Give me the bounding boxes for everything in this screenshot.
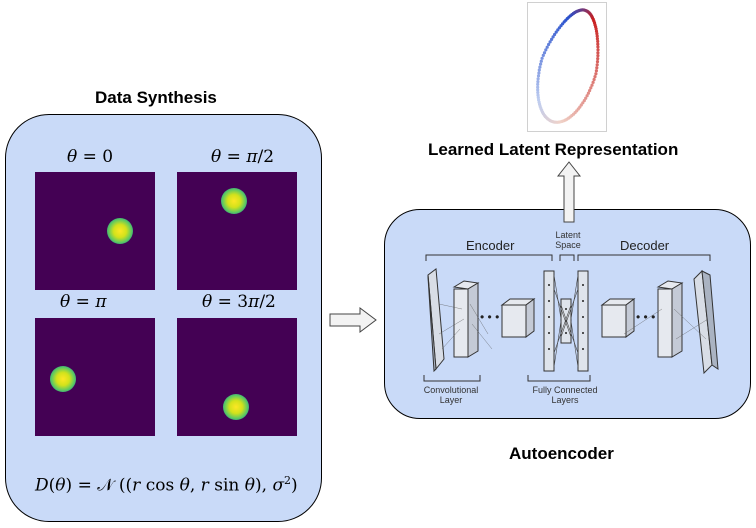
encoder-input-layer [427, 268, 445, 373]
distribution-formula: D(θ) = 𝒩 ((r cos θ, r sin θ), σ2) [35, 474, 298, 496]
gaussian-image-theta-pi-half [177, 172, 297, 290]
latent-space-label: Latent Space [555, 230, 581, 250]
latent-point [539, 59, 543, 63]
gaussian-blob [107, 218, 133, 244]
latent-point [595, 60, 600, 64]
latent-point [596, 48, 600, 52]
latent-point [536, 74, 541, 78]
latent-point [596, 54, 600, 58]
latent-point [536, 90, 540, 95]
latent-point [585, 94, 589, 98]
latent-point [537, 71, 541, 75]
gaussian-blob [223, 394, 249, 420]
latent-point [596, 45, 600, 49]
encoder-bracket [425, 254, 553, 261]
latent-point [590, 83, 594, 87]
latent-point [593, 75, 597, 79]
theta-pi-half-label: θ = π/2 [211, 147, 275, 167]
latent-point [589, 86, 593, 90]
decoder-small-layer [600, 298, 636, 338]
latent-representation-title: Learned Latent Representation [428, 140, 679, 159]
latent-point [582, 99, 586, 103]
latent-point [594, 69, 598, 73]
conv-bracket [423, 375, 481, 382]
latent-point [596, 39, 600, 44]
latent-point [536, 93, 540, 97]
autoencoder-diagram: • • • [423, 254, 719, 382]
gaussian-image-theta-pi [35, 318, 155, 436]
latent-point [542, 51, 547, 55]
latent-point [544, 48, 548, 52]
latent-point [596, 42, 600, 46]
ellipsis-dots: • • • [480, 310, 499, 324]
latent-point [591, 80, 595, 84]
latent-bracket [559, 254, 575, 261]
theta-3pi-half-label: θ = 3π/2 [202, 292, 276, 312]
latent-point [554, 30, 558, 34]
latent-point [556, 28, 560, 32]
latent-point [586, 91, 590, 95]
latent-point [592, 77, 596, 82]
decoder-conv-layer [656, 280, 684, 358]
encoder-conv-layer [452, 280, 480, 358]
latent-point [595, 37, 599, 41]
latent-point [540, 56, 544, 60]
arrow-up-icon [556, 161, 582, 223]
latent-scatter-plot [527, 2, 607, 132]
latent-point [596, 51, 600, 55]
gaussian-blob [50, 366, 76, 392]
latent-point [541, 53, 545, 58]
arrow-right-icon [329, 307, 377, 333]
latent-point [551, 35, 555, 39]
latent-point [596, 57, 600, 61]
latent-point [538, 65, 542, 69]
latent-point [539, 62, 543, 66]
decoder-output-layer [693, 269, 719, 375]
theta-pi-label: θ = π [60, 292, 107, 312]
convolutional-layer-label: Convolutional Layer [423, 385, 479, 405]
latent-point [588, 89, 592, 93]
encoder-small-layer [500, 298, 536, 338]
encoder-label: Encoder [466, 238, 515, 253]
ellipsis-dots: • • • [636, 310, 655, 324]
latent-point [548, 40, 552, 44]
fc-bracket [527, 375, 591, 382]
decoder-bracket [577, 254, 711, 261]
decoder-label: Decoder [620, 238, 670, 253]
gaussian-image-theta-0 [35, 172, 155, 290]
latent-point [536, 82, 540, 86]
gaussian-image-theta-3pi-half [177, 318, 297, 436]
latent-point [595, 32, 599, 36]
latent-point [536, 88, 540, 92]
data-synthesis-title: Data Synthesis [95, 88, 217, 107]
latent-point [595, 66, 599, 70]
latent-point [594, 72, 598, 76]
fully-connected-layers-label: Fully Connected Layers [532, 385, 598, 405]
latent-point [537, 68, 541, 72]
latent-point [550, 37, 554, 42]
latent-point [595, 63, 599, 67]
latent-point [592, 19, 596, 23]
latent-point [536, 95, 540, 100]
gaussian-blob [221, 188, 247, 214]
theta-0-label: θ = 0 [67, 147, 114, 167]
latent-point [545, 45, 549, 49]
latent-point [595, 34, 599, 38]
latent-point [536, 80, 540, 84]
autoencoder-title: Autoencoder [509, 444, 614, 463]
latent-point [547, 42, 551, 47]
latent-point [553, 32, 557, 37]
latent-point [584, 96, 588, 100]
latent-point [536, 85, 540, 89]
latent-point [536, 77, 540, 81]
